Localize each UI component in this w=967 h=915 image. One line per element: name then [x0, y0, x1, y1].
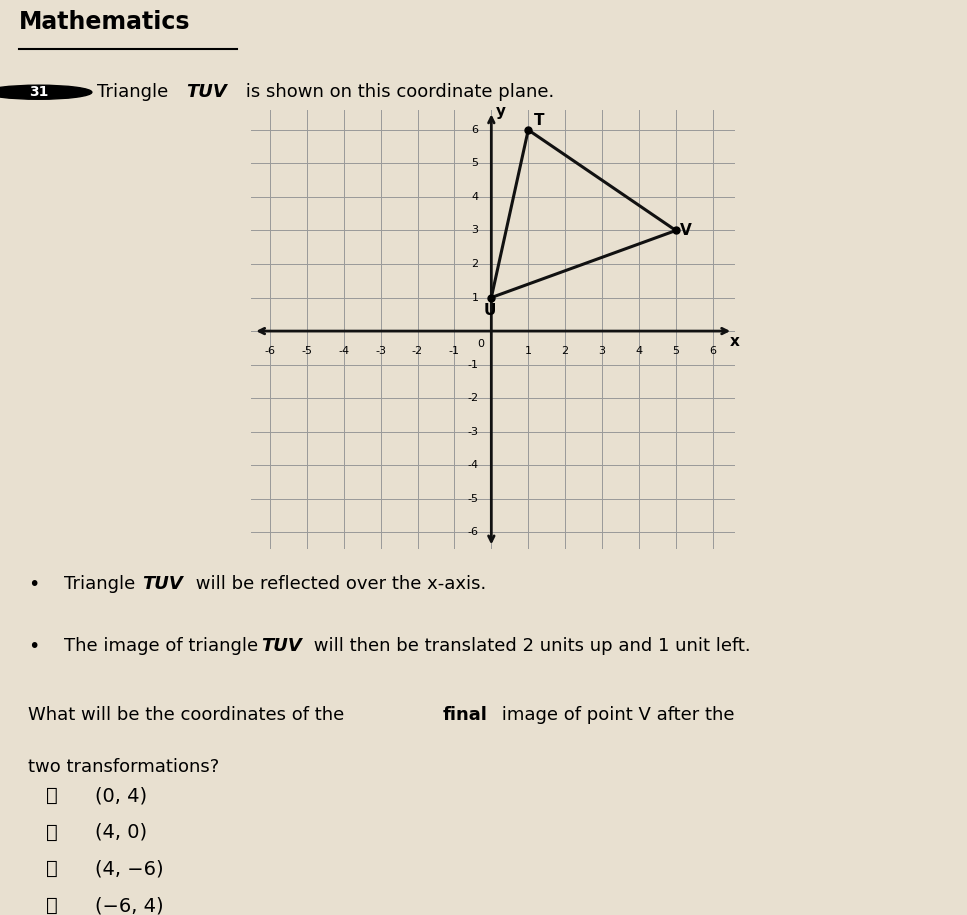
Text: TUV: TUV	[187, 83, 227, 102]
Text: 3: 3	[599, 346, 605, 356]
Text: will then be translated 2 units up and 1 unit left.: will then be translated 2 units up and 1…	[308, 637, 751, 655]
Text: Mathematics: Mathematics	[19, 10, 190, 34]
Text: •: •	[28, 637, 40, 656]
Text: 4: 4	[635, 346, 642, 356]
Text: (−6, 4): (−6, 4)	[95, 896, 163, 915]
Text: 6: 6	[709, 346, 717, 356]
Text: 3: 3	[471, 225, 479, 235]
Text: y: y	[495, 104, 506, 119]
Text: 5: 5	[672, 346, 680, 356]
Text: •: •	[28, 575, 40, 594]
Text: 4: 4	[471, 192, 479, 202]
Text: 5: 5	[471, 158, 479, 168]
Text: V: V	[681, 223, 692, 238]
Text: -4: -4	[467, 460, 479, 470]
Text: -6: -6	[264, 346, 276, 356]
Text: x: x	[730, 334, 740, 349]
Text: 2: 2	[471, 259, 479, 269]
Text: two transformations?: two transformations?	[28, 758, 220, 776]
Text: -3: -3	[467, 426, 479, 436]
Text: Ⓐ: Ⓐ	[46, 786, 58, 805]
Text: (4, −6): (4, −6)	[95, 859, 163, 878]
Text: image of point V after the: image of point V after the	[496, 706, 735, 725]
Text: 31: 31	[29, 85, 48, 99]
Text: Ⓒ: Ⓒ	[46, 859, 58, 878]
Text: 0: 0	[477, 339, 484, 349]
Text: -5: -5	[302, 346, 312, 356]
Text: (4, 0): (4, 0)	[95, 823, 147, 842]
Text: final: final	[443, 706, 487, 725]
Text: 1: 1	[525, 346, 532, 356]
Text: will be reflected over the x-axis.: will be reflected over the x-axis.	[190, 575, 486, 593]
Text: Ⓑ: Ⓑ	[46, 823, 58, 842]
Text: U: U	[484, 303, 496, 318]
Text: (0, 4): (0, 4)	[95, 786, 147, 805]
Text: 1: 1	[471, 293, 479, 303]
Text: Triangle: Triangle	[97, 83, 174, 102]
Text: What will be the coordinates of the: What will be the coordinates of the	[28, 706, 350, 725]
Text: -2: -2	[412, 346, 424, 356]
Text: is shown on this coordinate plane.: is shown on this coordinate plane.	[240, 83, 554, 102]
Text: -1: -1	[449, 346, 460, 356]
Text: Triangle: Triangle	[64, 575, 141, 593]
Text: -5: -5	[467, 494, 479, 504]
Text: The image of triangle: The image of triangle	[64, 637, 264, 655]
Text: -3: -3	[375, 346, 386, 356]
Text: -2: -2	[467, 393, 479, 404]
Circle shape	[0, 85, 92, 99]
Text: -6: -6	[467, 527, 479, 537]
Text: TUV: TUV	[261, 637, 302, 655]
Text: T: T	[534, 113, 544, 128]
Text: -4: -4	[338, 346, 349, 356]
Text: 2: 2	[562, 346, 569, 356]
Text: TUV: TUV	[142, 575, 183, 593]
Text: 6: 6	[471, 125, 479, 135]
Text: -1: -1	[467, 360, 479, 370]
Text: Ⓓ: Ⓓ	[46, 896, 58, 915]
